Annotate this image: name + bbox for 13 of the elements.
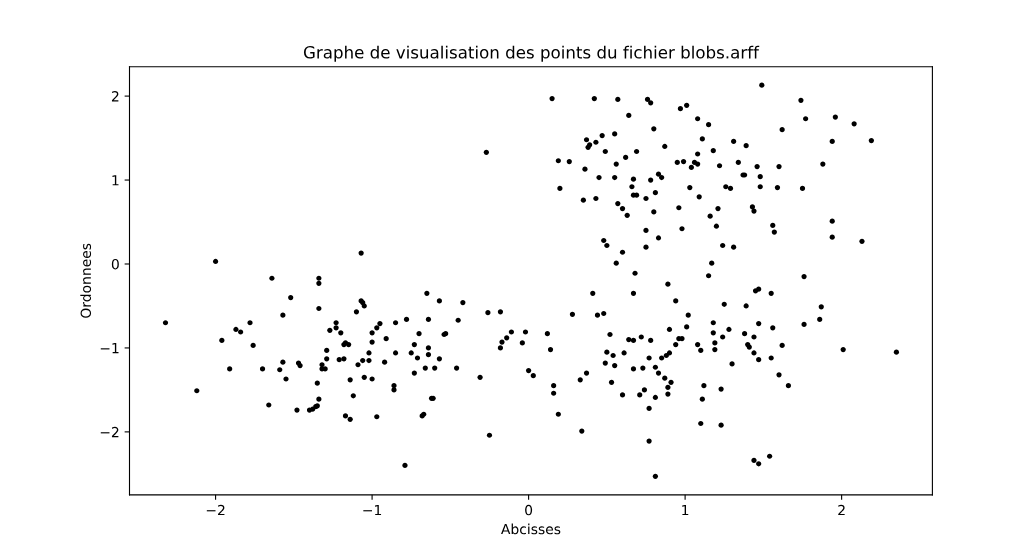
x-tick-label: −1	[363, 504, 382, 516]
y-tick-label: 1	[112, 175, 119, 186]
x-tick-label: 0	[525, 504, 533, 516]
y-tick-label: 0	[111, 258, 119, 270]
y-tick-label: −2	[100, 426, 119, 438]
y-tick-label: −1	[100, 343, 119, 354]
chart-title: Graphe de visualisation des points du fichier blobs.arff	[303, 45, 760, 62]
x-axis-title: Abcisses	[501, 523, 561, 535]
x-tick-label: 2	[838, 504, 845, 516]
x-tick-label: −2	[206, 504, 225, 516]
y-tick-label: 2	[111, 91, 119, 102]
y-axis-title: Ordonnees	[80, 243, 92, 318]
x-tick-label: 1	[682, 504, 689, 516]
